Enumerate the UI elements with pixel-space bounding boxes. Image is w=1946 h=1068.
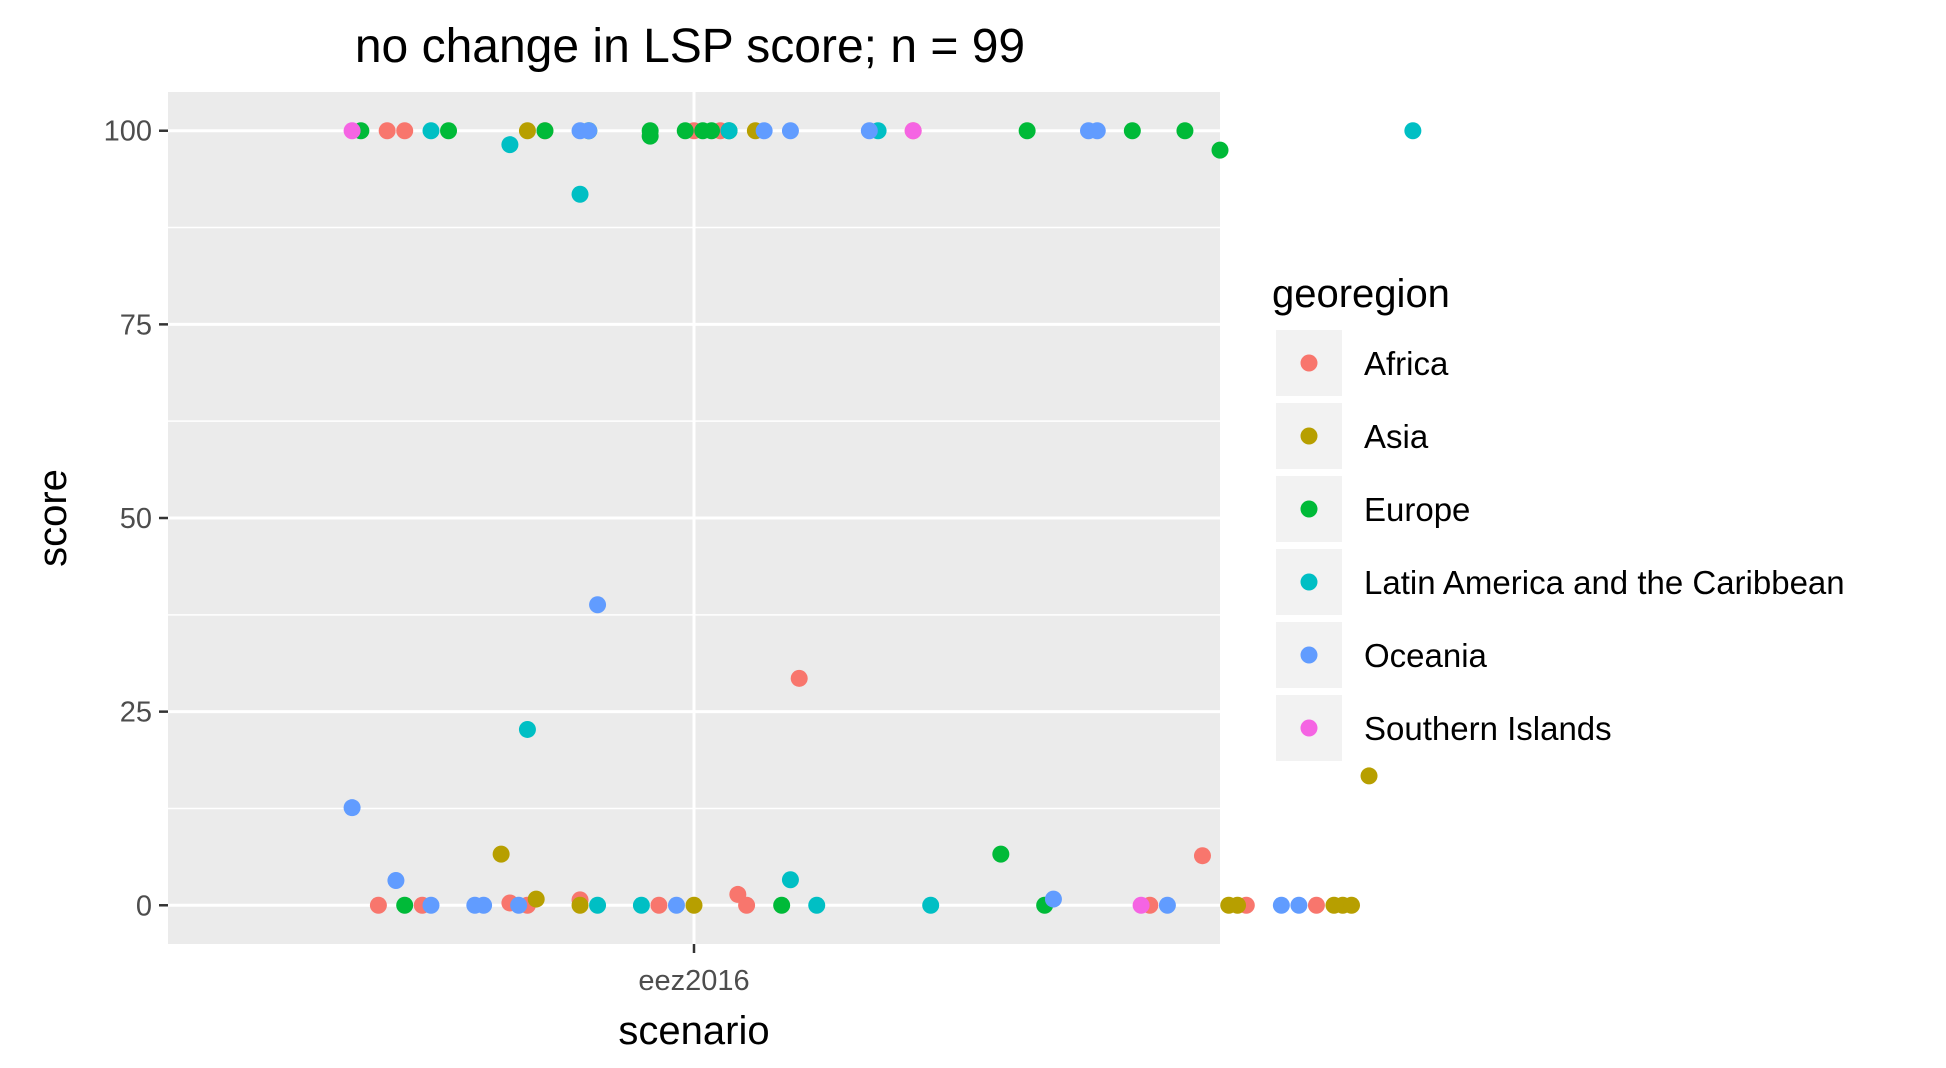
data-point — [1044, 890, 1062, 908]
data-point — [1272, 896, 1290, 914]
legend-label: Africa — [1364, 345, 1449, 382]
legend-key-dot — [1300, 500, 1318, 518]
legend-entry: Africa — [1276, 330, 1449, 396]
y-tick-label: 75 — [120, 309, 152, 341]
data-point — [343, 122, 361, 140]
data-point — [685, 896, 703, 914]
data-point — [738, 896, 756, 914]
major-gridlines — [168, 92, 1220, 944]
legend-label: Oceania — [1364, 637, 1488, 674]
x-axis-ticks: eez2016 — [638, 944, 750, 997]
legend-title: georegion — [1272, 272, 1450, 316]
data-points — [343, 122, 1422, 914]
data-point — [501, 136, 519, 154]
y-tick-label: 0 — [136, 890, 152, 922]
data-point — [781, 871, 799, 889]
legend-entries: Africa Asia Europe Latin America and the Ca… — [1276, 330, 1845, 761]
data-point — [580, 122, 598, 140]
data-point — [773, 896, 791, 914]
data-point — [1018, 122, 1036, 140]
data-point — [492, 845, 510, 863]
x-axis-title: scenario — [618, 1009, 769, 1053]
data-point — [1360, 767, 1378, 785]
y-axis-title: score — [31, 469, 75, 567]
data-point — [755, 122, 773, 140]
data-point — [475, 896, 493, 914]
data-point — [527, 890, 545, 908]
data-point — [589, 596, 607, 614]
data-point — [1404, 122, 1422, 140]
data-point — [992, 845, 1010, 863]
legend-entry: Southern Islands — [1276, 695, 1612, 761]
y-tick-label: 50 — [120, 503, 152, 535]
legend-entry: Europe — [1276, 476, 1470, 542]
y-axis-ticks: 0 25 50 75 100 — [104, 116, 168, 922]
data-point — [422, 896, 440, 914]
data-point — [1176, 122, 1194, 140]
data-point — [1193, 847, 1211, 865]
legend-key-dot — [1300, 719, 1318, 737]
legend-key-dot — [1300, 354, 1318, 372]
legend-key-dot — [1300, 427, 1318, 445]
data-point — [536, 122, 554, 140]
data-point — [1343, 896, 1360, 914]
legend-entry: Oceania — [1276, 622, 1488, 688]
data-point — [1229, 896, 1247, 914]
data-point — [632, 896, 650, 914]
data-point — [1123, 122, 1141, 140]
legend-label: Asia — [1364, 418, 1429, 455]
data-point — [790, 669, 808, 687]
data-point — [571, 185, 589, 203]
data-point — [1132, 896, 1150, 914]
data-point — [422, 122, 440, 140]
data-point — [781, 122, 799, 140]
legend-entry: Asia — [1276, 403, 1429, 469]
data-point — [641, 127, 659, 145]
data-point — [1307, 896, 1325, 914]
legend-label: Latin America and the Caribbean — [1364, 564, 1845, 601]
data-point — [1211, 141, 1229, 159]
data-point — [440, 122, 458, 140]
legend-key-dot — [1300, 646, 1318, 664]
x-tick-label: eez2016 — [638, 965, 749, 997]
data-point — [396, 122, 414, 140]
data-point — [1290, 896, 1308, 914]
data-point — [1158, 896, 1176, 914]
data-point — [396, 896, 414, 914]
data-point — [922, 896, 940, 914]
data-point — [387, 871, 405, 889]
chart-title: no change in LSP score; n = 99 — [355, 20, 1025, 73]
data-point — [589, 896, 607, 914]
data-point — [676, 122, 694, 140]
data-point — [904, 122, 922, 140]
data-point — [510, 896, 528, 914]
legend-label: Southern Islands — [1364, 710, 1612, 747]
legend-label: Europe — [1364, 491, 1470, 528]
data-point — [667, 896, 685, 914]
legend-key-dot — [1300, 573, 1318, 591]
data-point — [703, 122, 721, 140]
data-point — [378, 122, 396, 140]
data-point — [571, 896, 589, 914]
legend-entry: Latin America and the Caribbean — [1276, 549, 1845, 615]
y-tick-label: 25 — [120, 697, 152, 729]
data-point — [518, 720, 536, 738]
data-point — [369, 896, 387, 914]
data-point — [518, 122, 536, 140]
legend: georegion Africa Asia Europe Latin America … — [1272, 272, 1845, 761]
y-tick-label: 100 — [104, 116, 152, 148]
data-point — [1088, 122, 1106, 140]
data-point — [343, 799, 361, 817]
data-point — [720, 122, 738, 140]
data-point — [860, 122, 878, 140]
data-point — [808, 896, 826, 914]
data-point — [650, 896, 668, 914]
